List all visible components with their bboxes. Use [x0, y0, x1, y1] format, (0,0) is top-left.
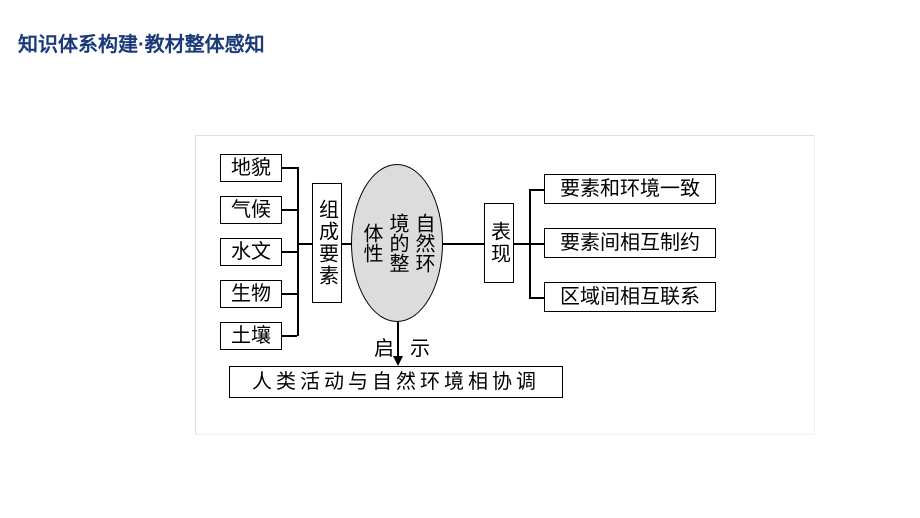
center-label: 自然环 境的整 体性 [358, 213, 436, 273]
left-item-box: 水文 [220, 238, 282, 266]
connector [282, 251, 297, 253]
connector [297, 167, 299, 336]
center-ellipse: 自然环 境的整 体性 [351, 164, 443, 322]
connector [282, 167, 297, 169]
right-item-box: 要素间相互制约 [544, 228, 716, 258]
bottom-label: 人类活动与自然环境相协调 [252, 372, 540, 392]
left-item-box: 气候 [220, 196, 282, 224]
compose-box: 组成要素 [312, 183, 342, 303]
connector [529, 297, 544, 299]
connector [529, 189, 544, 191]
left-item-label: 地貌 [231, 158, 271, 178]
compose-label: 组成要素 [313, 199, 342, 287]
express-label: 表现 [485, 221, 514, 265]
right-item-box: 区域间相互联系 [544, 282, 716, 312]
left-item-label: 气候 [231, 200, 271, 220]
right-item-label: 区域间相互联系 [560, 287, 700, 307]
down-label: 启示 [374, 332, 446, 361]
page-title: 知识体系构建·教材整体感知 [18, 28, 265, 57]
left-item-label: 土壤 [231, 326, 271, 346]
connector [514, 243, 529, 245]
diagram: 地貌 气候 水文 生物 土壤 组成要素 自然环 境的整 体性 表现 要素和环境一… [195, 135, 815, 435]
right-item-box: 要素和环境一致 [544, 174, 716, 204]
connector [282, 209, 297, 211]
connector [443, 243, 484, 245]
connector [529, 243, 544, 245]
connector [282, 335, 297, 337]
left-item-box: 地貌 [220, 154, 282, 182]
connector [282, 293, 297, 295]
right-item-label: 要素和环境一致 [560, 179, 700, 199]
left-item-label: 生物 [231, 284, 271, 304]
express-box: 表现 [484, 203, 514, 283]
right-item-label: 要素间相互制约 [560, 233, 700, 253]
left-item-box: 土壤 [220, 322, 282, 350]
bottom-box: 人类活动与自然环境相协调 [229, 366, 563, 398]
left-item-label: 水文 [231, 242, 271, 262]
connector [297, 243, 312, 245]
left-item-box: 生物 [220, 280, 282, 308]
